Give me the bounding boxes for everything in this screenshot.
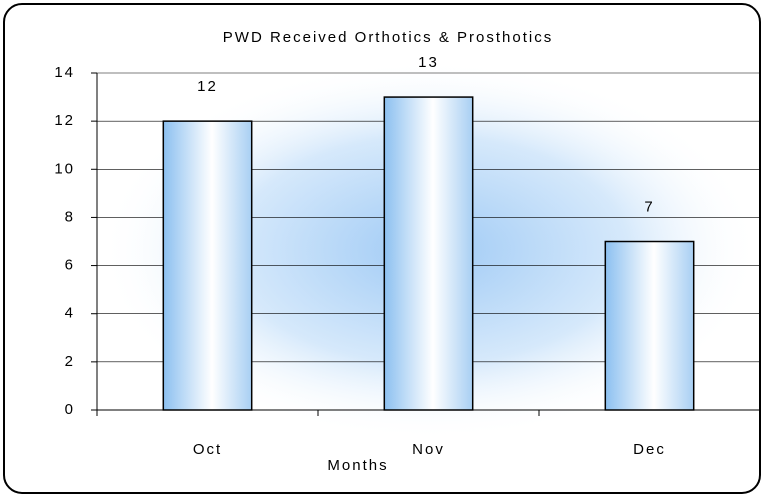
y-tick-label: 8 <box>65 208 75 225</box>
x-tick-label: Nov <box>412 441 445 458</box>
data-label: 13 <box>418 54 439 71</box>
y-tick-label: 12 <box>54 112 75 129</box>
data-label: 12 <box>197 78 218 95</box>
y-tick-label: 4 <box>65 305 75 322</box>
y-tick-label: 0 <box>65 401 75 418</box>
bar <box>162 120 253 411</box>
chart-title: PWD Received Orthotics & Prosthotics <box>223 29 553 46</box>
x-tick-label: Oct <box>193 441 222 458</box>
x-tick-label: Dec <box>633 441 666 458</box>
bar <box>604 240 695 411</box>
bar <box>383 96 474 411</box>
y-tick-label: 2 <box>65 353 75 370</box>
x-axis-label: Months <box>327 457 388 474</box>
data-label: 7 <box>644 198 654 215</box>
y-tick-label: 6 <box>65 257 75 274</box>
y-tick-label: 14 <box>54 64 75 81</box>
y-tick-label: 10 <box>54 160 75 177</box>
